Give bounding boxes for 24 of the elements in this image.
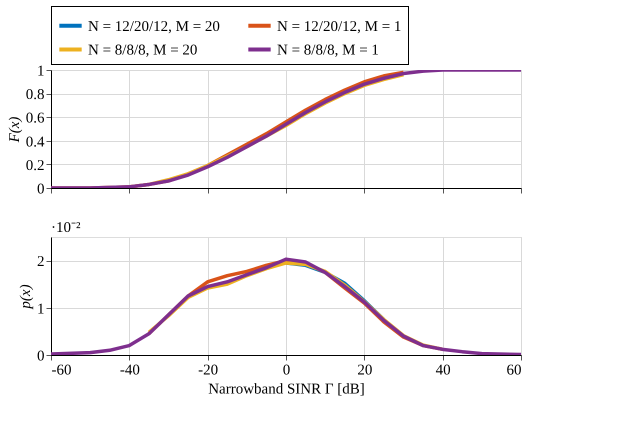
text: ·10⁻²	[51, 220, 81, 236]
x-tick-label: -20	[198, 362, 218, 378]
y-tick-label: 0.8	[26, 87, 44, 104]
legend-label: N = 12/20/12, M = 20	[88, 18, 220, 35]
legend-label: N = 8/8/8, M = 20	[88, 42, 198, 58]
x-tick-label: -40	[120, 362, 140, 378]
y-tick-label: 0.4	[26, 134, 45, 150]
x-tick-label: 0	[282, 362, 290, 378]
x-tick-label: 40	[436, 362, 451, 378]
legend-label: N = 8/8/8, M = 1	[277, 42, 379, 58]
y-axis-title: p(x)	[18, 284, 34, 310]
y-tick-label: 0.2	[26, 158, 44, 174]
x-tick-label: 20	[357, 362, 372, 378]
y-tick-label: 0	[37, 348, 44, 364]
y-tick-label: 0.6	[26, 110, 45, 127]
y-tick-label: 2	[37, 254, 44, 270]
y-tick-label: 1	[37, 301, 44, 318]
y-axis-title: F(x)	[6, 116, 23, 144]
y-tick-label: 0	[37, 182, 44, 198]
x-tick-label: -60	[52, 362, 72, 378]
y-tick-label: 1	[37, 64, 44, 80]
x-axis-title: Narrowband SINR Γ [dB]	[208, 382, 365, 398]
x-tick-label: 60	[506, 362, 522, 378]
legend-label: N = 12/20/12, M = 1	[277, 18, 402, 35]
